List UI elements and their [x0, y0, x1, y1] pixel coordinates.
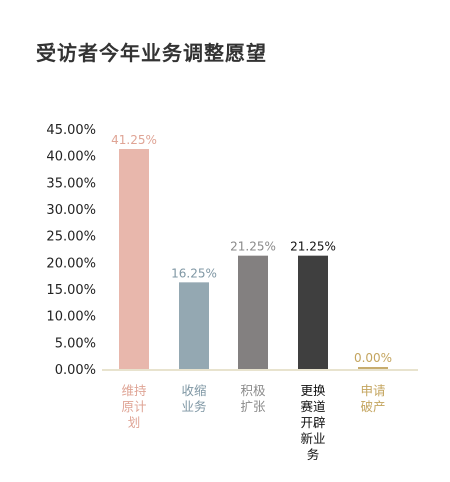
data-label: 21.25% [230, 240, 276, 254]
x-tick-label: 维持原计划 [121, 383, 146, 430]
data-label: 21.25% [290, 240, 336, 254]
x-tick-label: 更换赛道开辟新业务 [300, 383, 326, 462]
y-tick-label: 25.00% [46, 230, 96, 245]
y-tick-label: 45.00% [46, 123, 96, 138]
bar [179, 282, 209, 369]
bar [298, 255, 328, 369]
y-tick-label: 10.00% [46, 310, 96, 325]
x-tick-label: 收缩业务 [181, 383, 206, 414]
y-tick-label: 35.00% [46, 176, 96, 191]
chart-title: 受访者今年业务调整愿望 [36, 41, 267, 65]
bar [358, 367, 388, 369]
y-tick-label: 20.00% [46, 256, 96, 271]
data-label: 41.25% [111, 133, 157, 147]
y-tick-label: 0.00% [55, 363, 96, 378]
y-tick-label: 30.00% [46, 203, 96, 218]
data-label: 0.00% [354, 351, 392, 365]
bar [119, 149, 149, 369]
x-tick-label: 申请破产 [360, 383, 385, 414]
y-tick-label: 40.00% [46, 150, 96, 165]
y-tick-label: 5.00% [55, 336, 96, 351]
x-tick-label: 积极扩张 [240, 383, 266, 414]
y-tick-label: 15.00% [46, 283, 96, 298]
data-label: 16.25% [171, 266, 217, 280]
bar [238, 255, 268, 369]
